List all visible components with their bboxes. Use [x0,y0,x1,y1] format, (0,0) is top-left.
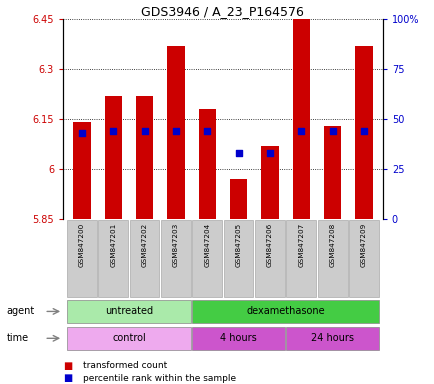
Bar [323,126,341,219]
Bar [67,300,191,323]
Bar [230,179,247,219]
Text: GSM847201: GSM847201 [110,223,116,267]
Text: GSM847205: GSM847205 [235,223,241,267]
Bar [104,96,122,219]
Point [141,128,148,134]
Point [235,150,242,156]
Text: time: time [7,333,29,343]
Point [172,128,179,134]
Text: GSM847200: GSM847200 [79,223,85,267]
Bar [349,220,378,297]
Point [297,128,304,134]
Text: control: control [112,333,145,343]
Bar [161,220,191,297]
Bar [286,220,316,297]
Text: GSM847202: GSM847202 [141,223,147,267]
Point [360,128,367,134]
Text: percentile rank within the sample: percentile rank within the sample [82,374,235,383]
Text: GSM847203: GSM847203 [173,223,178,267]
Bar [292,19,309,219]
Bar [67,220,96,297]
Bar [286,326,378,350]
Text: untreated: untreated [105,306,153,316]
Title: GDS3946 / A_23_P164576: GDS3946 / A_23_P164576 [141,5,304,18]
Bar [223,220,253,297]
Bar [192,326,284,350]
Bar [198,109,215,219]
Point [329,128,335,134]
Text: GSM847204: GSM847204 [204,223,210,267]
Text: ■: ■ [63,361,72,371]
Bar [261,146,278,219]
Bar [317,220,347,297]
Text: 4 hours: 4 hours [220,333,256,343]
Point [266,150,273,156]
Bar [167,46,184,219]
Text: 24 hours: 24 hours [310,333,353,343]
Point [109,128,116,134]
Text: GSM847206: GSM847206 [266,223,272,267]
Bar [98,220,128,297]
Text: GSM847207: GSM847207 [298,223,304,267]
Bar [129,220,159,297]
Text: dexamethasone: dexamethasone [246,306,324,316]
Bar [254,220,284,297]
Bar [355,46,372,219]
Bar [136,96,153,219]
Text: agent: agent [7,306,35,316]
Bar [192,300,378,323]
Text: ■: ■ [63,373,72,383]
Text: GSM847208: GSM847208 [329,223,335,267]
Text: transformed count: transformed count [82,361,167,370]
Point [203,128,210,134]
Bar [192,220,222,297]
Bar [67,326,191,350]
Text: GSM847209: GSM847209 [360,223,366,267]
Point [78,130,85,136]
Bar [73,122,90,219]
